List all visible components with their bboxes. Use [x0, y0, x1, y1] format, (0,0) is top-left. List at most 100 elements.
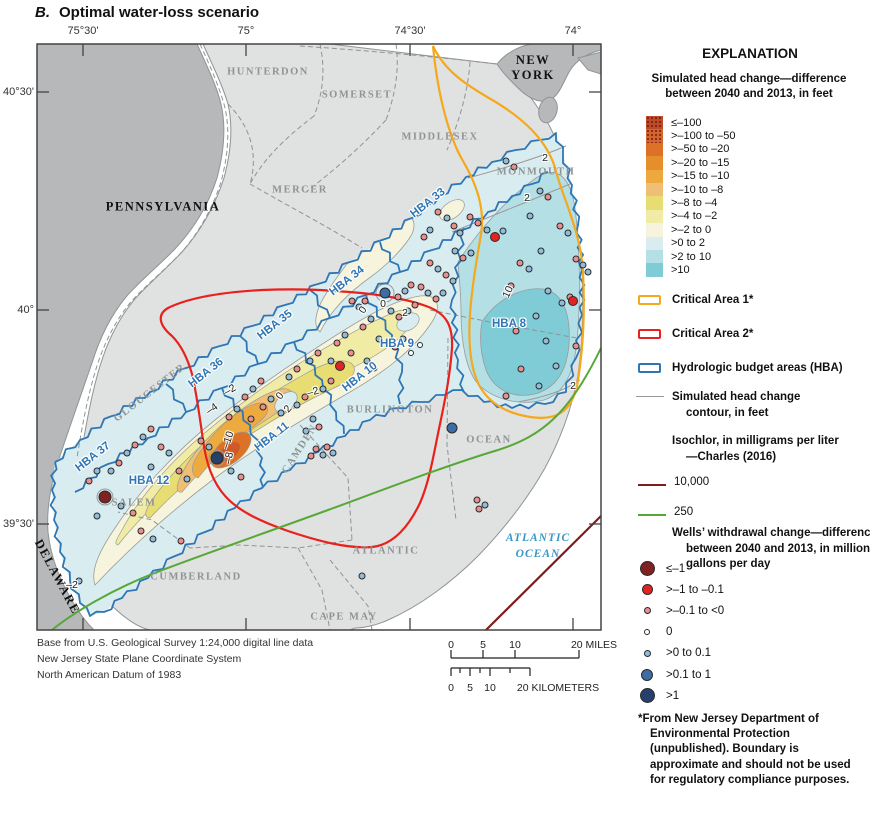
well-dot: [499, 227, 507, 235]
head-change-swatch: [646, 209, 663, 224]
well-class-label: 0: [666, 626, 673, 639]
well-dots: [75, 157, 592, 585]
wells-heading: Wells’ withdrawal change—difference betw…: [672, 527, 870, 571]
isochlor-value-label: 10,000: [674, 476, 710, 488]
head-change-class-row: >10: [646, 263, 736, 277]
well-dot: [535, 382, 543, 390]
well-dot: [407, 281, 415, 289]
well-dot: [459, 254, 467, 262]
well-dot: [490, 232, 500, 242]
area-label: Critical Area 2*: [672, 328, 754, 340]
map-frame: [36, 43, 602, 631]
head-change-swatch: [646, 156, 663, 170]
well-dot: [401, 287, 409, 295]
head-change-class-row: >–100 to –50: [646, 129, 736, 143]
hba-boundaries: [49, 132, 586, 617]
well-dot: [257, 377, 265, 385]
head-change-class-row: >–15 to –10: [646, 169, 736, 183]
well-dot: [408, 350, 414, 356]
well-dot: [205, 443, 213, 451]
well-dot: [359, 323, 367, 331]
hba-boundary-line-2: [379, 241, 401, 273]
well-dot: [394, 293, 402, 301]
head-change-class-row: >–2 to 0: [646, 223, 736, 237]
wells-legend-row-0-to-0-1: >0 to 0.1: [638, 643, 724, 664]
well-dot: [473, 496, 481, 504]
well-dot: [363, 357, 371, 365]
well-dot: [358, 572, 366, 580]
head-change-class-row: >–10 to –8: [646, 182, 736, 197]
well-dot: [327, 357, 335, 365]
well-dot: [233, 405, 241, 413]
contour-line-swatch: [636, 396, 664, 397]
well-dot: [420, 233, 428, 241]
well-dot: [123, 449, 131, 457]
well-dot: [426, 226, 434, 234]
well-dot: [399, 335, 407, 343]
well-class-label: >–0.1 to <0: [666, 604, 725, 617]
well-dot: [558, 299, 566, 307]
well-dot: [267, 395, 275, 403]
well-dot: [525, 265, 533, 273]
well-dot: [507, 282, 515, 290]
scale-bars: [450, 650, 580, 676]
well-dot: [107, 467, 115, 475]
well-dot: [347, 349, 355, 357]
legend-footnote: *From New Jersey Department of Environme…: [638, 713, 851, 786]
well-dot: [348, 297, 356, 305]
well-dot: [361, 297, 369, 305]
well-class-label: >1: [666, 689, 680, 702]
well-dot-box: [638, 687, 656, 705]
well-dot: [93, 467, 101, 475]
well-class-dot-icon: [639, 688, 655, 704]
head-change-swatch: [646, 263, 663, 277]
well-dot: [131, 441, 139, 449]
well-dot: [259, 403, 267, 411]
well-class-label: ≤–1: [666, 562, 686, 575]
well-dot: [556, 222, 564, 230]
area-swatch: [638, 363, 661, 373]
isochlor-row-250: 250: [638, 504, 709, 520]
legend-title: EXPLANATION: [702, 46, 798, 61]
hba-boundary-line-6: [449, 227, 465, 393]
well-dot-box: [638, 602, 656, 620]
area-legend-items: Critical Area 1* Critical Area 2* Hydrolog…: [638, 290, 843, 392]
well-dot: [443, 214, 451, 222]
well-dot: [147, 463, 155, 471]
well-dot: [165, 449, 173, 457]
well-dot: [426, 259, 434, 267]
well-dot: [579, 261, 587, 269]
well-dot: [75, 577, 83, 585]
isochlor-value-label: 250: [674, 506, 694, 518]
well-dot: [333, 339, 341, 347]
well-dot: [568, 296, 578, 306]
head-change-class-label: >–20 to –15: [671, 156, 730, 169]
well-dot: [552, 362, 560, 370]
isochlor-line-swatch: [638, 514, 666, 516]
well-dot: [537, 247, 545, 255]
well-dot: [502, 157, 510, 165]
well-dot: [467, 249, 475, 257]
isochlor-row-10-000: 10,000: [638, 474, 709, 490]
well-dot: [502, 392, 510, 400]
well-dot: [466, 213, 474, 221]
well-dot: [210, 451, 224, 465]
well-dot: [367, 315, 375, 323]
well-dot: [301, 393, 309, 401]
well-dot: [572, 255, 580, 263]
wells-legend-row-1: >1: [638, 685, 724, 706]
well-class-dot-icon: [643, 649, 651, 657]
area-legend-row-critical-area-1: Critical Area 1*: [638, 290, 843, 310]
area-legend-row-hydrologic-budget-areas-hba: Hydrologic budget areas (HBA): [638, 358, 843, 378]
well-dot: [247, 415, 255, 423]
well-class-label: >0.1 to 1: [666, 668, 712, 681]
well-dot-box: [638, 560, 656, 578]
well-class-dot-icon: [641, 584, 653, 596]
head-change-classes: ≤–100 >–100 to –50 >–50 to –20 >–20 to –15 >…: [646, 116, 736, 277]
well-dot: [424, 289, 432, 297]
well-dot: [439, 289, 447, 297]
head-change-class-row: >–4 to –2: [646, 209, 736, 224]
head-change-swatch: [646, 236, 663, 250]
well-dot: [584, 268, 592, 276]
well-dot: [456, 229, 464, 237]
